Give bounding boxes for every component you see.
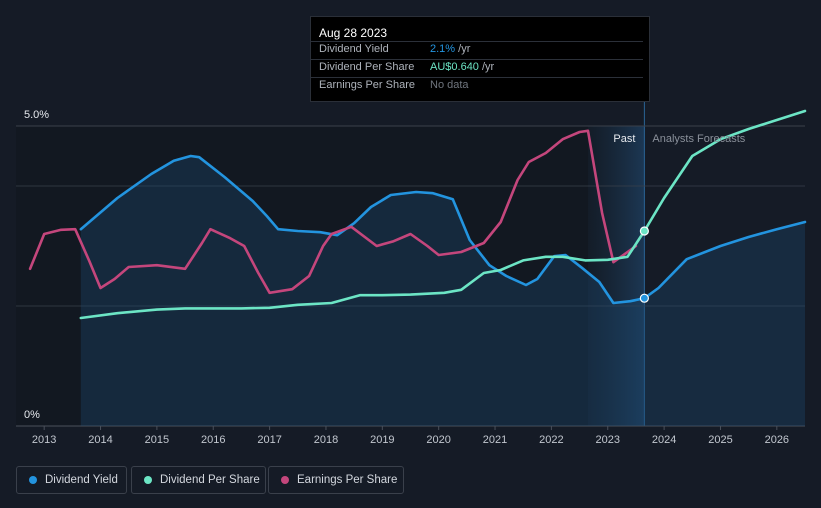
x-tick-label: 2016 — [201, 434, 225, 446]
x-tick-label: 2018 — [314, 434, 338, 446]
x-tick-label: 2026 — [765, 434, 789, 446]
tooltip-value: 2.1% — [430, 43, 456, 55]
x-tick-label: 2020 — [426, 434, 450, 446]
tooltip-label: Dividend Yield — [319, 43, 389, 55]
y-axis-top-label: 5.0% — [24, 109, 49, 121]
x-tick-label: 2023 — [596, 434, 620, 446]
dividend-yield-area — [80, 156, 806, 426]
legend-earnings-per-share[interactable]: Earnings Per Share — [268, 466, 404, 494]
tooltip-unit: /yr — [458, 43, 471, 55]
tooltip-value: AU$0.640 — [430, 61, 479, 73]
tooltip-value: No data — [430, 79, 469, 91]
legend-label: Dividend Per Share — [160, 474, 260, 486]
tooltip-date: Aug 28 2023 — [319, 26, 388, 40]
tooltip-label: Dividend Per Share — [319, 61, 415, 73]
earnings-per-share-line — [28, 129, 638, 295]
x-tick-label: 2022 — [539, 434, 563, 446]
legend-label: Dividend Yield — [45, 474, 118, 486]
x-tick-label: 2019 — [370, 434, 394, 446]
dividend-per-share-swatch-icon — [144, 476, 152, 484]
forecast-label: Analysts Forecasts — [652, 133, 745, 145]
legend-label: Earnings Per Share — [297, 474, 398, 486]
x-tick-label: 2024 — [652, 434, 676, 446]
tooltip-row-dividend-yield: Dividend Yield 2.1% /yr — [311, 41, 649, 59]
y-axis-bottom-label: 0% — [24, 409, 40, 421]
x-tick-label: 2015 — [145, 434, 169, 446]
hover-tooltip: Aug 28 2023 Dividend Yield 2.1% /yr Divi… — [310, 16, 650, 102]
legend-dividend-yield[interactable]: Dividend Yield — [16, 466, 127, 494]
dividend-yield-marker — [639, 293, 649, 303]
tooltip-row-dividend-per-share: Dividend Per Share AU$0.640 /yr — [311, 59, 649, 77]
x-tick-label: 2021 — [483, 434, 507, 446]
tooltip-row-earnings-per-share: Earnings Per Share No data — [311, 77, 649, 95]
dividend-yield-swatch-icon — [29, 476, 37, 484]
x-tick-label: 2014 — [88, 434, 112, 446]
x-tick-label: 2013 — [32, 434, 56, 446]
dividend-per-share-line — [79, 109, 807, 320]
earnings-per-share-swatch-icon — [281, 476, 289, 484]
dividend-per-share-marker — [639, 226, 649, 236]
x-tick-label: 2017 — [257, 434, 281, 446]
past-highlight-band — [588, 126, 645, 426]
past-label: Past — [613, 133, 635, 145]
tooltip-unit: /yr — [482, 61, 495, 73]
x-tick-label: 2025 — [708, 434, 732, 446]
tooltip-label: Earnings Per Share — [319, 79, 415, 91]
legend-dividend-per-share[interactable]: Dividend Per Share — [131, 466, 266, 494]
